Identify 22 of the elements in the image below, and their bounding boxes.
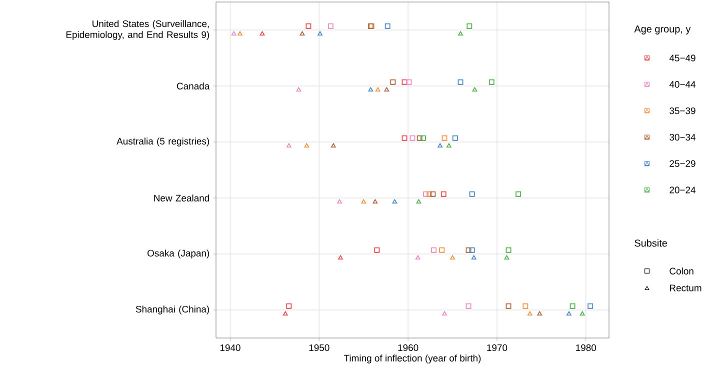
y-tick-label: Osaka (Japan) [148, 250, 210, 258]
legend-title: Age group, y [634, 26, 691, 34]
y-tick-label: Shanghai (China) [136, 306, 210, 314]
text: Colon [670, 268, 694, 274]
y-tick-label: Australia (5 registries) [116, 138, 210, 146]
x-tick-label: 1970 [487, 344, 508, 352]
x-axis-title: Timing of inflection (year of birth) [344, 354, 481, 364]
text: Rectum [670, 284, 702, 292]
legend-label: 40−44 [669, 81, 696, 88]
legend-label: 35−39 [670, 107, 696, 114]
x-tick-label: 1960 [398, 344, 418, 352]
y-tick-label: United States (Surveillance, Epidemiology, and End Results 9) [66, 20, 210, 40]
text: Subsite [634, 239, 667, 247]
y-tick-label: Canada [176, 82, 210, 90]
x-tick-label: 1950 [309, 344, 330, 352]
legend-label: 20−24 [670, 186, 696, 194]
x-tick-label: 1940 [220, 344, 240, 352]
legend-label: 25−29 [670, 160, 696, 167]
legend-label: 30−34 [670, 134, 696, 141]
x-tick-label: 1980 [576, 344, 596, 352]
y-tick-label: New Zealand [154, 194, 210, 202]
legend-label: 45−49 [669, 54, 696, 62]
